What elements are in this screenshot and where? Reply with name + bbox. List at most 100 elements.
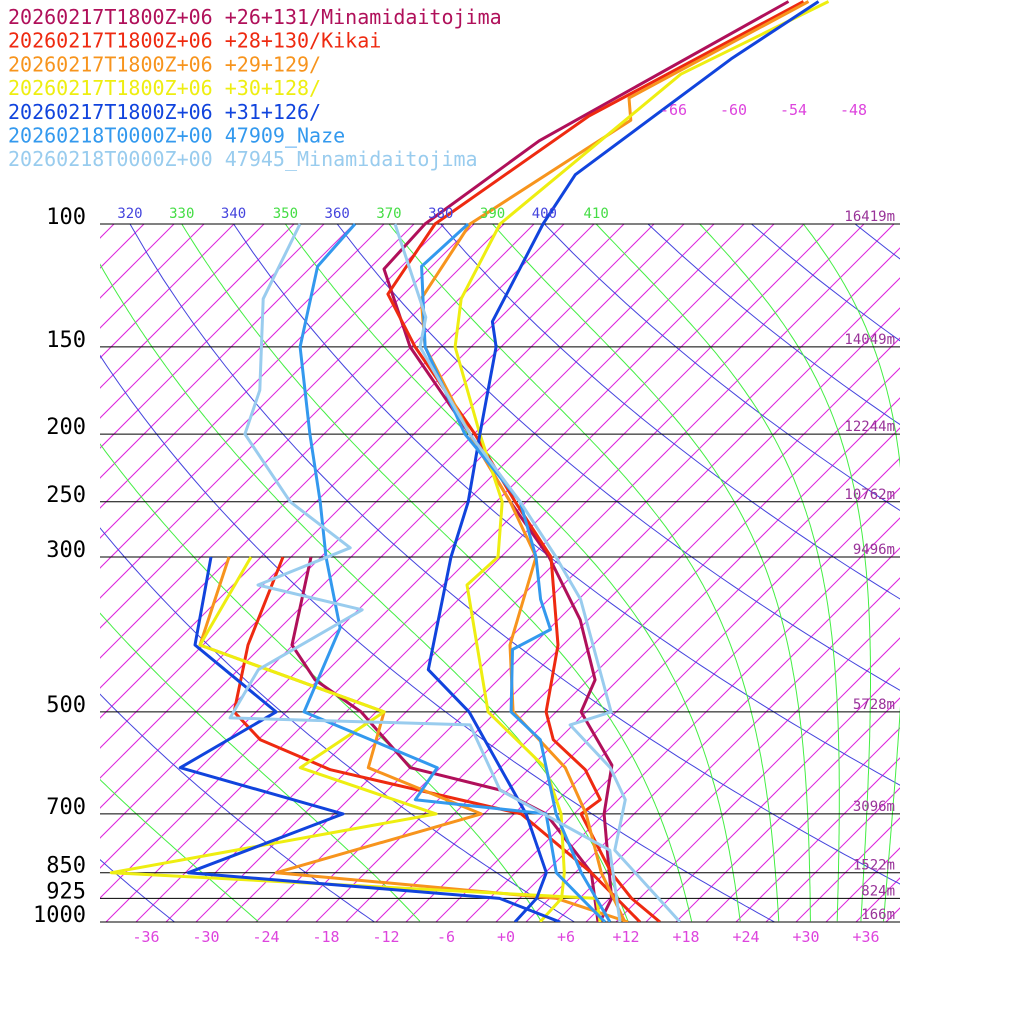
moist-adiabat [388,224,780,922]
y-tick-label: 925 [46,879,86,904]
height-label: 10762m [844,487,895,503]
height-label: 166m [861,907,895,923]
temperature-line [453,0,830,922]
isotherm [705,727,900,922]
moist-adiabat [802,224,900,922]
height-label: 12244m [844,419,895,435]
moist-adiabat-label: 330 [169,206,194,222]
isotherm [100,224,415,539]
moist-adiabat [100,778,259,922]
dry-adiabat [100,693,375,922]
moist-adiabat [100,612,421,922]
isotherm [675,697,900,922]
isotherm [285,307,900,922]
isotherm [465,487,900,922]
legend-entry: 20260217T1800Z+06 +30+128/ [8,76,321,100]
isotherm [100,224,685,809]
dewpoint-line [228,223,622,922]
y-tick-label: 300 [46,538,86,563]
moist-adiabat [699,224,871,922]
dry-adiabat [100,859,175,922]
y-tick-label: 200 [46,415,86,440]
x-tick-label: -18 [312,928,339,946]
moist-adiabat-label: 390 [480,206,505,222]
moist-adiabat-label: 350 [273,206,298,222]
isotherm [435,457,900,922]
y-tick-label: 100 [46,205,86,230]
isotherm-label: -54 [780,101,807,119]
height-label: 3096m [853,799,895,815]
x-tick-label: -6 [437,928,455,946]
x-tick-label: +0 [497,928,515,946]
isotherm [100,224,595,719]
legend: 20260217T1800Z+06 +26+131/Minamidaitojim… [8,5,502,171]
dewpoint-line [290,556,600,922]
dry-adiabat-label: 360 [325,206,350,222]
temperature-line [419,0,810,922]
x-tick-label: +12 [612,928,639,946]
legend-entry: 20260217T1800Z+06 +28+130/Kikai [8,29,381,53]
isotherm [645,667,900,922]
x-tick-label: +6 [557,928,575,946]
x-tick-label: -24 [252,928,279,946]
y-tick-label: 850 [46,854,86,879]
isotherm [100,224,745,869]
moist-adiabat [492,224,811,922]
y-tick-label: 250 [46,483,86,508]
height-label: 824m [861,883,895,899]
y-tick-label: 500 [46,693,86,718]
x-tick-label: -36 [132,928,159,946]
legend-entry: 20260218T0000Z+00 47909_Naze [8,124,345,148]
isotherm [315,337,900,922]
dewpoint-line [298,223,607,922]
labels: 310330350370390410320340360380400-66-60-… [33,101,895,946]
isotherm [100,224,505,629]
temperature-line [382,0,790,922]
legend-entry: 20260217T1800Z+06 +31+126/ [8,100,321,124]
height-label: 5728m [853,697,895,713]
height-label: 1522m [853,858,895,874]
isotherm [225,247,900,922]
isotherm-label: -48 [840,101,867,119]
dry-adiabat-label: 380 [428,206,453,222]
isotherm [615,637,900,922]
isotherm [735,757,900,922]
legend-entry: 20260218T0000Z+00 47945_Minamidaitojima [8,147,478,171]
dry-adiabat [100,527,575,922]
isotherm [100,224,475,599]
isotherm-label: -60 [720,101,747,119]
moist-adiabat [100,263,629,922]
isotherm [100,224,715,839]
dry-adiabat-label: 320 [117,206,142,222]
isotherm [100,224,385,509]
isotherm [100,224,655,779]
isotherm [100,224,535,659]
isotherm [405,427,900,922]
dewpoint-line [109,556,602,922]
x-tick-label: -30 [192,928,219,946]
isotherm [495,517,900,922]
isotherm [135,224,835,922]
isotherm [585,607,900,922]
y-tick-label: 150 [46,328,86,353]
isotherm [525,547,900,922]
isotherm [375,397,900,922]
isotherm [100,224,625,749]
temperature-line [426,0,820,922]
x-tick-label: +24 [732,928,759,946]
dewpoint-line [178,556,561,922]
isotherm [100,224,565,689]
x-tick-label: -12 [372,928,399,946]
y-tick-label: 1000 [33,903,86,928]
height-label: 14049m [844,332,895,348]
legend-entry: 20260217T1800Z+06 +26+131/Minamidaitojim… [8,5,502,29]
isotherm [100,224,355,479]
moist-adiabat-label: 370 [376,206,401,222]
adiabat-labels: 310330350370390410320340360380400 [117,206,608,222]
x-tick-label: +30 [792,928,819,946]
moist-adiabat [595,224,840,922]
y-tick-label: 700 [46,795,86,820]
dewpoint-line [232,556,642,922]
isotherm [165,224,865,922]
